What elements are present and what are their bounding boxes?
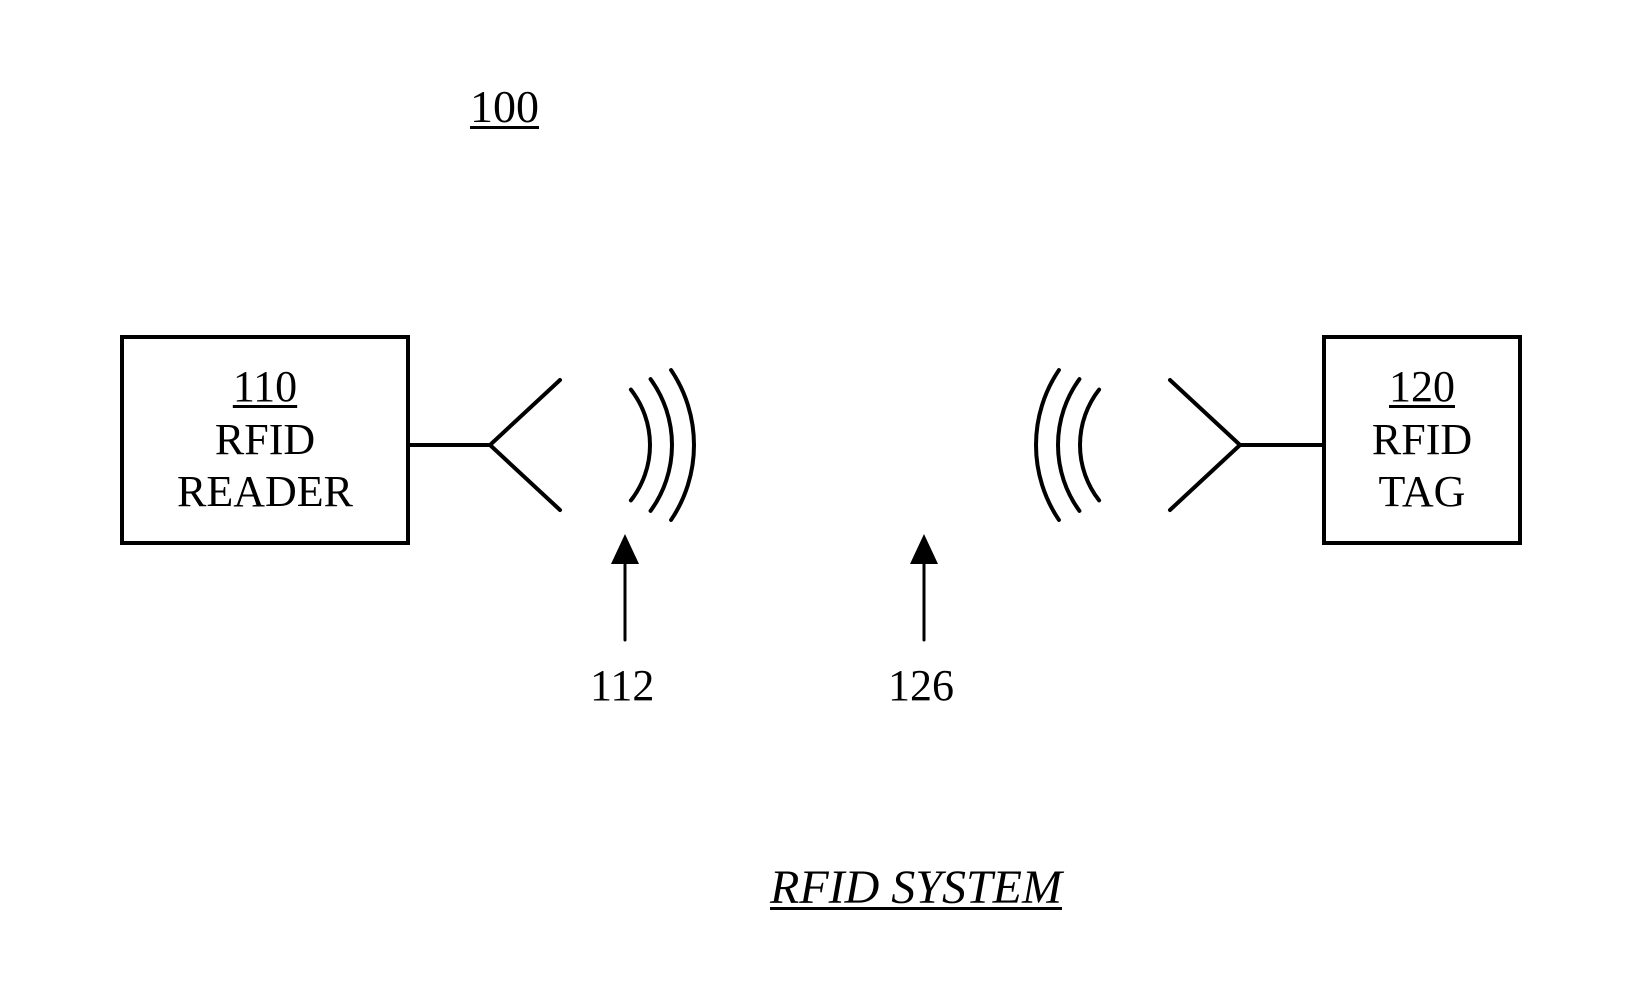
diagram-svg	[0, 0, 1636, 986]
